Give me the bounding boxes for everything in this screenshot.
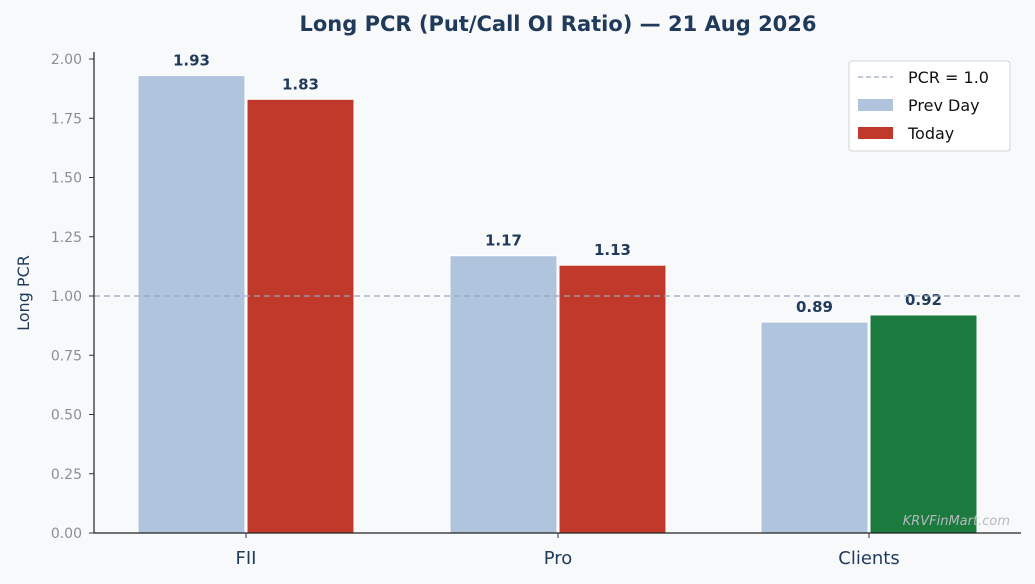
bar-prev-day-fii <box>137 75 246 534</box>
bar-prev-day-clients <box>760 321 869 534</box>
legend-pcr-label: PCR = 1.0 <box>908 68 989 87</box>
value-label-prev-day-pro: 1.17 <box>485 232 522 250</box>
plot-area: 0.00 0.25 0.50 0.75 1.00 1.25 1.50 1.75 2.00 1.93… <box>51 52 1021 569</box>
y-tick-label-1: 0.25 <box>51 467 82 483</box>
bar-today-pro <box>558 264 667 534</box>
y-tick-label-6: 1.50 <box>51 171 82 187</box>
chart-title: Long PCR (Put/Call OI Ratio) — 21 Aug 20… <box>299 12 816 36</box>
legend-today-label: Today <box>907 124 954 143</box>
value-label-prev-day-fii: 1.93 <box>173 52 210 70</box>
legend-prev-day-label: Prev Day <box>908 96 980 115</box>
y-tick-label-7: 1.75 <box>51 111 82 127</box>
x-tick-label-pro: Pro <box>544 548 573 569</box>
y-tick-label-5: 1.25 <box>51 230 82 246</box>
y-tick-label-3: 0.75 <box>51 348 82 364</box>
value-label-today-pro: 1.13 <box>594 241 631 259</box>
value-label-prev-day-clients: 0.89 <box>796 298 833 316</box>
bar-today-clients <box>869 314 978 534</box>
y-tick-label-4: 1.00 <box>51 289 82 305</box>
y-tick-label-2: 0.50 <box>51 408 82 424</box>
watermark-text: KRVFinMart.com <box>903 514 1010 529</box>
legend: PCR = 1.0 Prev Day Today <box>848 60 1011 152</box>
legend-prev-day-swatch <box>858 99 893 111</box>
value-label-today-clients: 0.92 <box>905 291 942 309</box>
y-tick-label-8: 2.00 <box>51 52 82 68</box>
y-axis-label: Long PCR <box>14 255 33 331</box>
bar-today-fii <box>246 98 355 534</box>
x-tick-label-clients: Clients <box>838 548 900 569</box>
bar-prev-day-pro <box>449 255 558 534</box>
x-tick-label-fii: FII <box>236 548 257 569</box>
legend-today-swatch <box>858 127 893 139</box>
y-tick-label-0: 0.00 <box>51 526 82 542</box>
value-label-today-fii: 1.83 <box>282 75 319 93</box>
